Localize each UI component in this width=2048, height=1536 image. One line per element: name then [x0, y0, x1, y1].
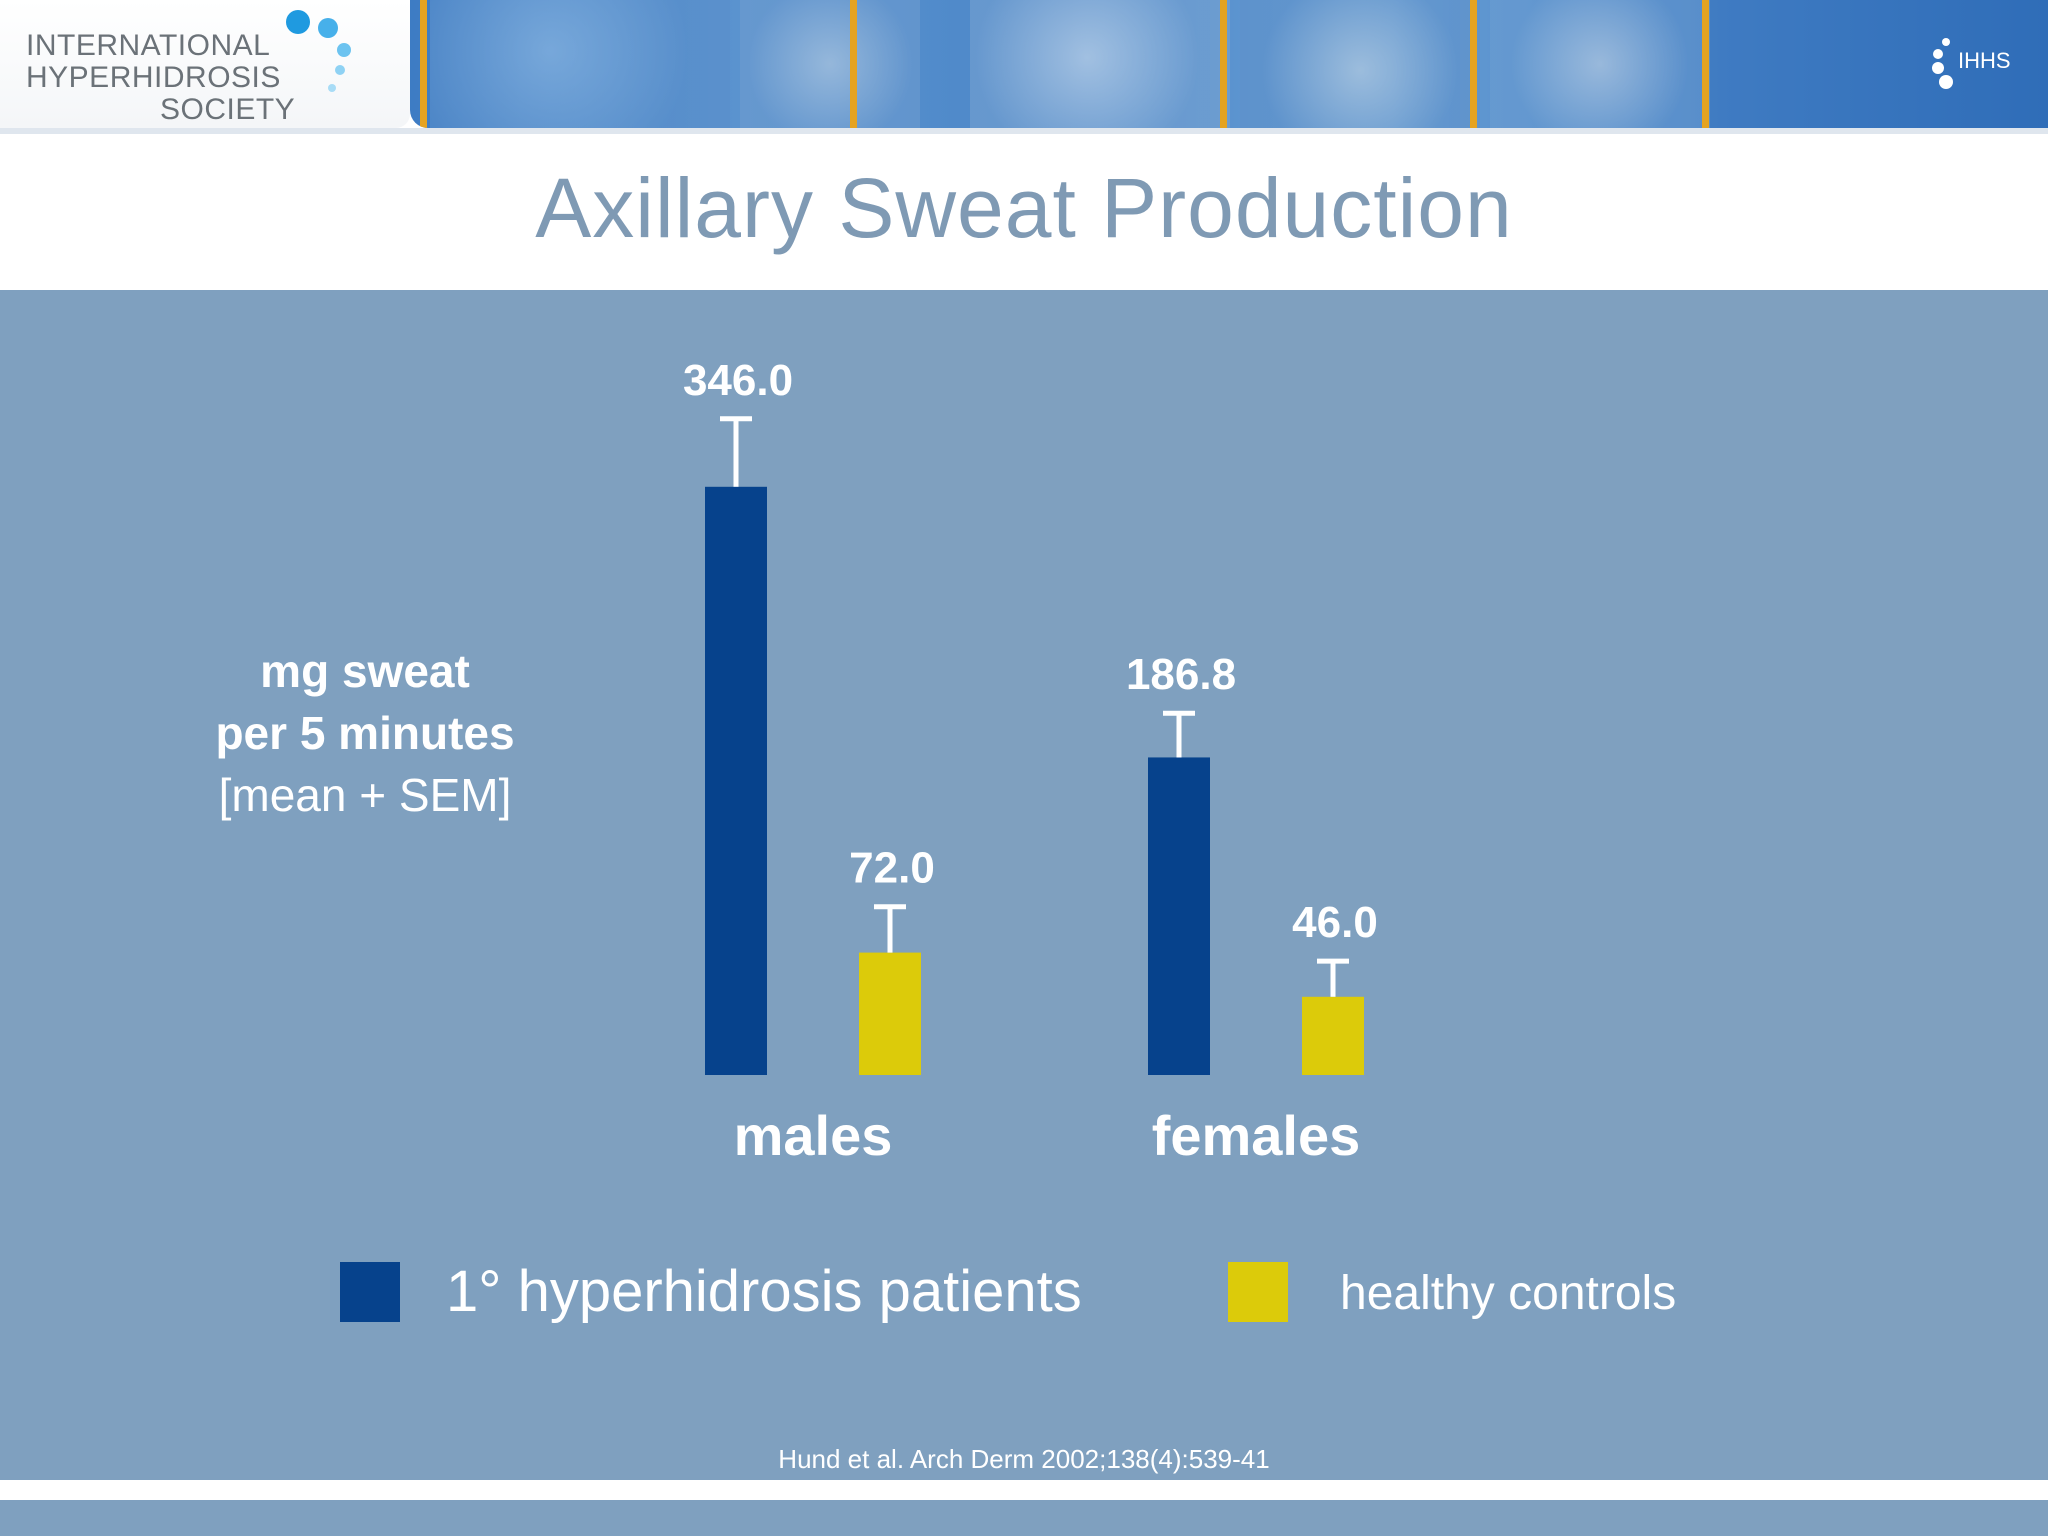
photo-banner: IHHS [410, 0, 2048, 128]
banner-divider [1220, 0, 1227, 128]
citation: Hund et al. Arch Derm 2002;138(4):539-41 [778, 1444, 1270, 1474]
legend: 1° hyperhidrosis patients healthy contro… [340, 1259, 1740, 1326]
society-logo: INTERNATIONAL HYPERHIDROSIS SOCIETY [0, 0, 410, 128]
logo-line-society: SOCIETY [160, 93, 296, 126]
banner-photo [430, 0, 730, 128]
footer-bar [0, 1500, 2048, 1536]
y-axis-label-line: mg sweat [260, 645, 470, 697]
legend-label-patients: 1° hyperhidrosis patients [446, 1259, 1082, 1324]
banner-photo [1240, 0, 1480, 128]
banner-divider [1702, 0, 1709, 128]
banner-divider [850, 0, 857, 128]
logo-text: INTERNATIONAL HYPERHIDROSIS SOCIETY [26, 30, 326, 126]
logo-line-international: INTERNATIONAL [26, 29, 271, 62]
y-axis-label: mg sweat per 5 minutes [mean + SEM] [150, 640, 580, 826]
banner-divider [420, 0, 427, 128]
legend-swatch-patients [340, 1262, 400, 1322]
header-divider [0, 128, 2048, 134]
legend-swatch-controls [1228, 1262, 1288, 1322]
ihhs-mark: IHHS [1928, 34, 2024, 94]
y-axis-label-line: per 5 minutes [215, 707, 515, 759]
banner-photo [1490, 0, 1710, 128]
banner-photo [740, 0, 920, 128]
ihhs-text: IHHS [1958, 48, 2011, 73]
bubbles-icon [286, 10, 351, 92]
banner-divider [1470, 0, 1477, 128]
legend-label-controls: healthy controls [1340, 1267, 1677, 1320]
slide-title: Axillary Sweat Production [535, 161, 1513, 255]
y-axis-label-line: [mean + SEM] [218, 769, 512, 821]
ihhs-bubbles-icon [1932, 38, 1953, 89]
logo-line-hyperhidrosis: HYPERHIDROSIS [26, 61, 281, 94]
header-banner: INTERNATIONAL HYPERHIDROSIS SOCIETY [0, 0, 2048, 135]
banner-photo [970, 0, 1230, 128]
